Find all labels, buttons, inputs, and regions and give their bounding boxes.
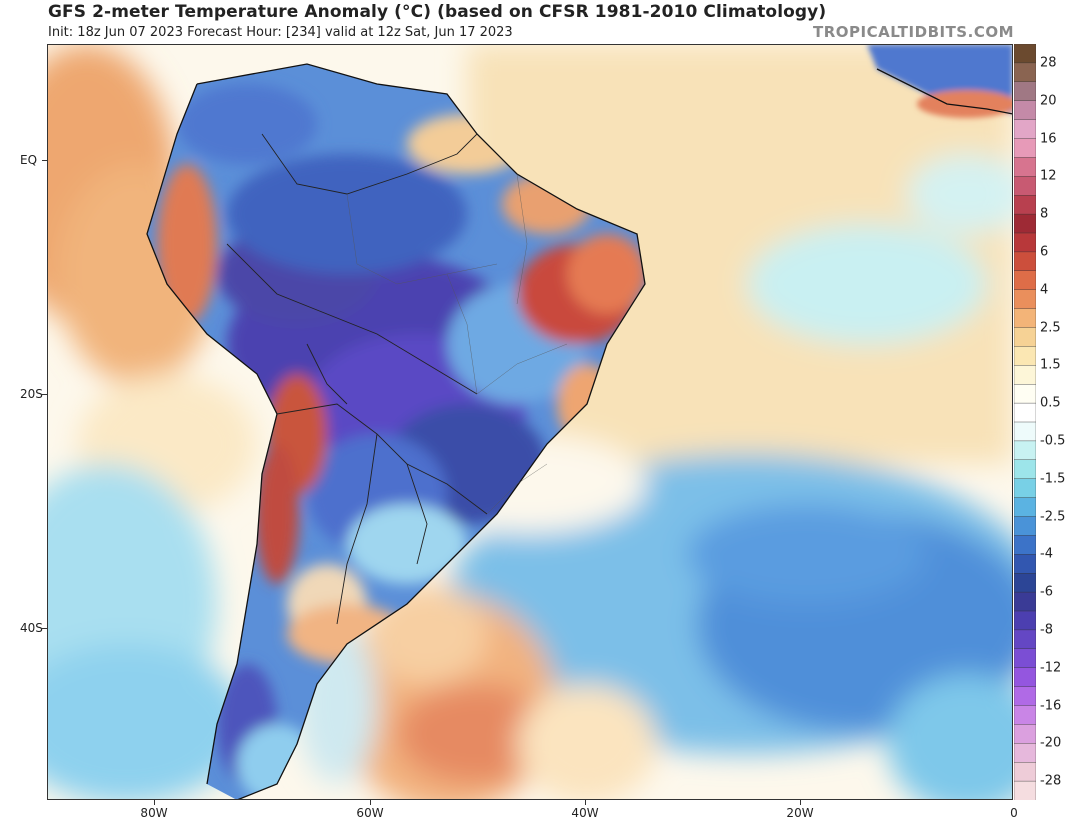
colorbar-swatch [1014, 100, 1036, 121]
colorbar-swatch [1014, 365, 1036, 385]
colorbar-swatch [1014, 535, 1036, 555]
colorbar-tick-label: -20 [1040, 735, 1062, 751]
forecast-info: Init: 18z Jun 07 2023 Forecast Hour: [23… [48, 25, 513, 40]
colorbar-swatch [1014, 81, 1036, 102]
colorbar-tick-label: -4 [1040, 546, 1053, 562]
colorbar-swatch [1014, 384, 1036, 404]
lat-tick [42, 160, 47, 161]
lat-label-eq: EQ [20, 153, 38, 167]
colorbar-swatch [1014, 686, 1036, 707]
colorbar-tick-label: -6 [1040, 584, 1053, 600]
colorbar-swatch [1014, 421, 1036, 442]
state-borders [346, 173, 568, 515]
colorbar-legend [1014, 44, 1036, 800]
colorbar-swatch [1014, 705, 1036, 726]
lat-label-40s: 40S [20, 621, 43, 635]
ocean-anomaly-fields [47, 44, 1013, 800]
colorbar-swatch [1014, 176, 1036, 196]
colorbar-swatch [1014, 251, 1036, 272]
colorbar-tick-label: 4 [1040, 282, 1049, 298]
colorbar-swatch [1014, 554, 1036, 574]
land-anomaly-fields [157, 84, 645, 800]
colorbar-swatch [1014, 138, 1036, 159]
lon-label-80w: 80W [140, 806, 168, 820]
colorbar-swatch [1014, 648, 1036, 669]
colorbar-tick-label: 16 [1040, 131, 1057, 146]
lat-label-20s: 20S [20, 387, 43, 401]
colorbar-swatch [1014, 743, 1036, 763]
colorbar-tick-label: -28 [1040, 773, 1062, 789]
lat-tick [42, 394, 47, 395]
colorbar-tick-label: 20 [1040, 93, 1057, 109]
lon-tick [800, 800, 801, 805]
colorbar-swatch [1014, 780, 1036, 800]
colorbar-swatch [1014, 308, 1036, 329]
colorbar-tick-label: 6 [1040, 244, 1049, 260]
colorbar-swatch [1014, 667, 1036, 688]
colorbar-swatch [1014, 591, 1036, 612]
coastlines [146, 63, 1013, 800]
colorbar-swatch [1014, 440, 1036, 461]
colorbar-tick-label: -16 [1040, 698, 1062, 713]
colorbar-swatch [1014, 62, 1036, 83]
colorbar-tick-label: 0.5 [1040, 395, 1061, 411]
colorbar-swatch [1014, 327, 1036, 348]
colorbar-tick-label: -0.5 [1040, 433, 1066, 449]
colorbar-tick-label: -1.5 [1040, 471, 1066, 487]
lon-tick [370, 800, 371, 805]
colorbar-tick-label: 2.5 [1040, 320, 1061, 335]
colorbar-swatch [1014, 213, 1036, 234]
colorbar-swatch [1014, 497, 1036, 518]
colorbar-tick-label: 28 [1040, 55, 1057, 71]
colorbar-swatch [1014, 629, 1036, 650]
colorbar-swatch [1014, 157, 1036, 178]
colorbar-swatch [1014, 44, 1036, 64]
lon-label-0: 0 [1010, 806, 1018, 820]
colorbar-tick-label: 8 [1040, 206, 1049, 222]
lon-tick [585, 800, 586, 805]
colorbar-tick-label: -2.5 [1040, 509, 1066, 524]
lon-label-60w: 60W [356, 806, 384, 820]
colorbar-swatch [1014, 610, 1036, 631]
colorbar-swatch [1014, 346, 1036, 366]
colorbar-swatch [1014, 459, 1036, 480]
map-title: GFS 2-meter Temperature Anomaly (°C) (ba… [48, 2, 827, 22]
lat-tick [42, 628, 47, 629]
colorbar-swatch [1014, 724, 1036, 745]
lon-tick [154, 800, 155, 805]
colorbar-swatch [1014, 232, 1036, 253]
colorbar-swatch [1014, 289, 1036, 310]
colorbar-swatch [1014, 194, 1036, 215]
colorbar-swatch [1014, 270, 1036, 291]
temperature-anomaly-map [47, 44, 1013, 800]
colorbar-swatch [1014, 402, 1036, 423]
lon-label-20w: 20W [786, 806, 814, 820]
colorbar-tick-label: 12 [1040, 168, 1057, 184]
colorbar-swatch [1014, 516, 1036, 537]
colorbar-tick-label: -12 [1040, 660, 1062, 676]
colorbar-swatch [1014, 762, 1036, 782]
africa-coast-region [867, 44, 1013, 118]
colorbar-tick-label: 1.5 [1040, 357, 1061, 373]
site-credit: TROPICALTIDBITS.COM [813, 23, 1014, 41]
colorbar-tick-label: -8 [1040, 622, 1053, 638]
colorbar-swatch [1014, 478, 1036, 499]
colorbar-swatch [1014, 119, 1036, 140]
country-borders [226, 133, 488, 625]
colorbar-swatch [1014, 573, 1036, 593]
lon-label-40w: 40W [571, 806, 599, 820]
